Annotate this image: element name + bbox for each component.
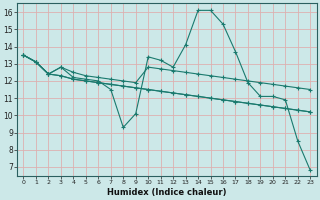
X-axis label: Humidex (Indice chaleur): Humidex (Indice chaleur)	[107, 188, 227, 197]
